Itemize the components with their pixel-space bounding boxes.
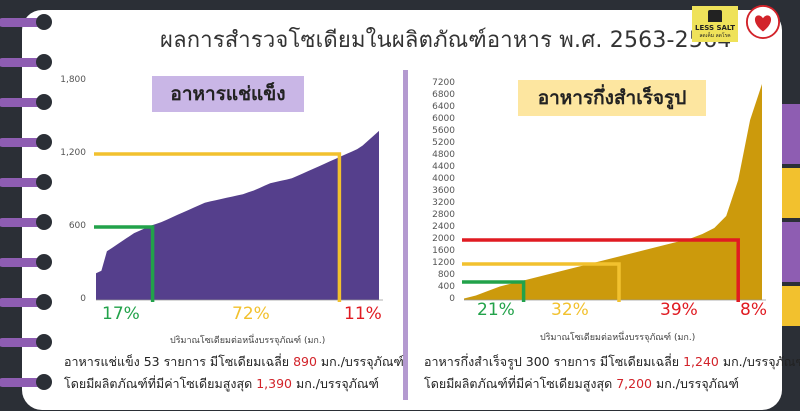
frozen-summary: อาหารแช่แข็ง 53 รายการ มีโซเดียมเฉลี่ย 8… bbox=[64, 351, 404, 395]
instant-average-value: 1,240 bbox=[683, 354, 719, 369]
y-tick-label: 2400 bbox=[432, 222, 455, 232]
less-salt-logo-text: LESS SALT bbox=[695, 24, 735, 32]
summary-unit: มก./บรรจุภัณฑ์ bbox=[316, 354, 404, 369]
frozen-average-value: 890 bbox=[293, 354, 317, 369]
binder-hole bbox=[36, 374, 52, 390]
binder-hole bbox=[36, 54, 52, 70]
frozen-summary-line1: อาหารแช่แข็ง 53 รายการ มีโซเดียมเฉลี่ย 8… bbox=[64, 351, 404, 373]
y-tick-label: 1600 bbox=[432, 246, 455, 256]
y-tick-label: 6000 bbox=[432, 114, 455, 124]
summary-text: โดยมีผลิตภัณฑ์ที่มีค่าโซเดียมสูงสุด bbox=[64, 376, 257, 391]
y-tick-label: 3200 bbox=[432, 198, 455, 208]
frozen-max-value: 1,390 bbox=[256, 376, 292, 391]
y-tick-label: 3600 bbox=[432, 186, 455, 196]
binder-ring bbox=[0, 58, 42, 67]
binder-ring bbox=[0, 98, 42, 107]
summary-text: อาหารแช่แข็ง 53 รายการ มีโซเดียมเฉลี่ย bbox=[64, 354, 294, 369]
frozen-summary-line2: โดยมีผลิตภัณฑ์ที่มีค่าโซเดียมสูงสุด 1,39… bbox=[64, 373, 404, 395]
y-tick-label: 2000 bbox=[432, 234, 455, 244]
binder-ring bbox=[0, 18, 42, 27]
y-tick-label: 6800 bbox=[432, 90, 455, 100]
percentage-label: 17% bbox=[102, 304, 140, 324]
y-tick-label: 600 bbox=[68, 221, 86, 231]
threshold-line-600 bbox=[94, 225, 155, 302]
instant-x-axis-label: ปริมาณโซเดียมต่อหนึ่งบรรจุภัณฑ์ (มก.) bbox=[540, 333, 696, 343]
infographic-card bbox=[22, 10, 782, 410]
less-salt-logo: LESS SALT ลดเค็ม ลดโรค bbox=[692, 6, 738, 42]
summary-text: โดยมีผลิตภัณฑ์ที่มีค่าโซเดียมสูงสุด bbox=[424, 376, 617, 391]
percentage-label: 72% bbox=[232, 304, 270, 324]
threshold-line-1200 bbox=[462, 262, 621, 302]
frozen-x-axis-label: ปริมาณโซเดียมต่อหนึ่งบรรจุภัณฑ์ (มก.) bbox=[170, 336, 326, 346]
instant-food-label: อาหารกึ่งสำเร็จรูป bbox=[518, 80, 706, 116]
heart-emblem-icon bbox=[745, 4, 781, 40]
threshold-line-2000 bbox=[462, 238, 740, 302]
summary-unit: มก./บรรจุภัณฑ์ bbox=[718, 354, 800, 369]
side-tab bbox=[782, 104, 800, 164]
y-tick-label: 2800 bbox=[432, 210, 455, 220]
percentage-label: 11% bbox=[344, 304, 382, 324]
percentage-label: 32% bbox=[551, 300, 589, 320]
instant-summary: อาหารกึ่งสำเร็จรูป 300 รายการ มีโซเดียมเ… bbox=[424, 351, 800, 395]
percentage-label: 8% bbox=[740, 300, 767, 320]
binder-ring bbox=[0, 178, 42, 187]
binder-ring bbox=[0, 378, 42, 387]
y-tick-label: 0 bbox=[449, 294, 455, 304]
panel-divider bbox=[403, 70, 408, 400]
y-tick-label: 4400 bbox=[432, 162, 455, 172]
side-tab bbox=[782, 168, 800, 218]
percentage-label: 39% bbox=[660, 300, 698, 320]
instant-max-value: 7,200 bbox=[616, 376, 652, 391]
binder-ring bbox=[0, 298, 42, 307]
summary-text: อาหารกึ่งสำเร็จรูป 300 รายการ มีโซเดียมเ… bbox=[424, 354, 684, 369]
sodium-area-series bbox=[464, 84, 762, 300]
threshold-line-1200 bbox=[94, 152, 342, 302]
less-salt-logo-subtext: ลดเค็ม ลดโรค bbox=[699, 33, 731, 39]
instant-summary-line2: โดยมีผลิตภัณฑ์ที่มีค่าโซเดียมสูงสุด 7,20… bbox=[424, 373, 800, 395]
y-tick-label: 0 bbox=[80, 294, 86, 304]
binder-hole bbox=[36, 94, 52, 110]
binder-hole bbox=[36, 254, 52, 270]
salt-shaker-icon bbox=[708, 10, 722, 22]
binder-ring bbox=[0, 138, 42, 147]
binder-hole bbox=[36, 334, 52, 350]
binder-hole bbox=[36, 174, 52, 190]
y-tick-label: 4800 bbox=[432, 150, 455, 160]
y-tick-label: 4000 bbox=[432, 174, 455, 184]
binder-hole bbox=[36, 294, 52, 310]
summary-unit: มก./บรรจุภัณฑ์ bbox=[651, 376, 739, 391]
instant-summary-line1: อาหารกึ่งสำเร็จรูป 300 รายการ มีโซเดียมเ… bbox=[424, 351, 800, 373]
percentage-label: 21% bbox=[477, 300, 515, 320]
y-tick-label: 6400 bbox=[432, 102, 455, 112]
y-tick-label: 5200 bbox=[432, 138, 455, 148]
side-tab bbox=[782, 286, 800, 326]
y-tick-label: 7200 bbox=[432, 78, 455, 88]
y-tick-label: 1,800 bbox=[60, 75, 86, 85]
y-tick-label: 800 bbox=[437, 270, 455, 280]
binder-hole bbox=[36, 134, 52, 150]
binder-hole bbox=[36, 14, 52, 30]
y-tick-label: 5600 bbox=[432, 126, 455, 136]
binder-hole bbox=[36, 214, 52, 230]
binder-ring bbox=[0, 338, 42, 347]
side-tab bbox=[782, 222, 800, 282]
y-tick-label: 1200 bbox=[432, 258, 455, 268]
threshold-line-600 bbox=[462, 280, 526, 302]
page-title: ผลการสำรวจโซเดียมในผลิตภัณฑ์อาหาร พ.ศ. 2… bbox=[160, 28, 732, 53]
summary-unit: มก./บรรจุภัณฑ์ bbox=[291, 376, 379, 391]
sodium-area-series bbox=[96, 130, 379, 300]
binder-ring bbox=[0, 258, 42, 267]
y-tick-label: 400 bbox=[437, 282, 455, 292]
y-tick-label: 1,200 bbox=[60, 148, 86, 158]
frozen-food-label: อาหารแช่แข็ง bbox=[152, 76, 304, 112]
binder-ring bbox=[0, 218, 42, 227]
